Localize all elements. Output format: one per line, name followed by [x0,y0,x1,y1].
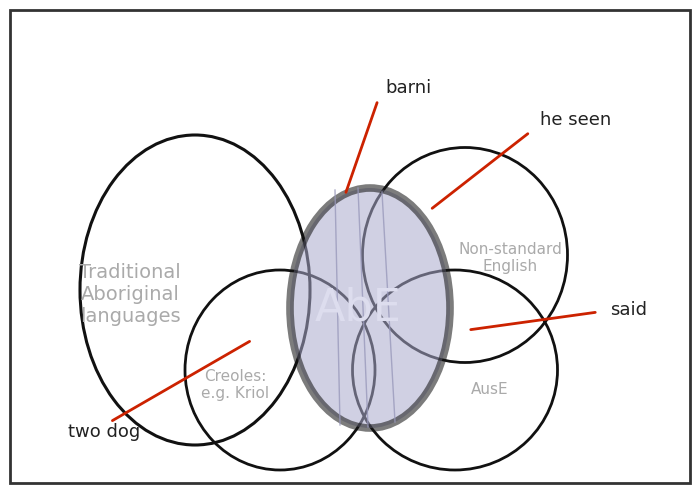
Text: two dog: two dog [68,423,140,441]
Text: Creoles:
e.g. Kriol: Creoles: e.g. Kriol [201,369,269,401]
Text: AusE: AusE [471,383,509,397]
Text: AbE: AbE [314,286,401,329]
Text: said: said [610,301,647,319]
Text: barni: barni [385,79,431,97]
Text: Traditional
Aboriginal
languages: Traditional Aboriginal languages [79,263,181,326]
Text: he seen: he seen [540,111,611,129]
Text: Non-standard
English: Non-standard English [458,242,562,274]
Ellipse shape [290,188,450,428]
